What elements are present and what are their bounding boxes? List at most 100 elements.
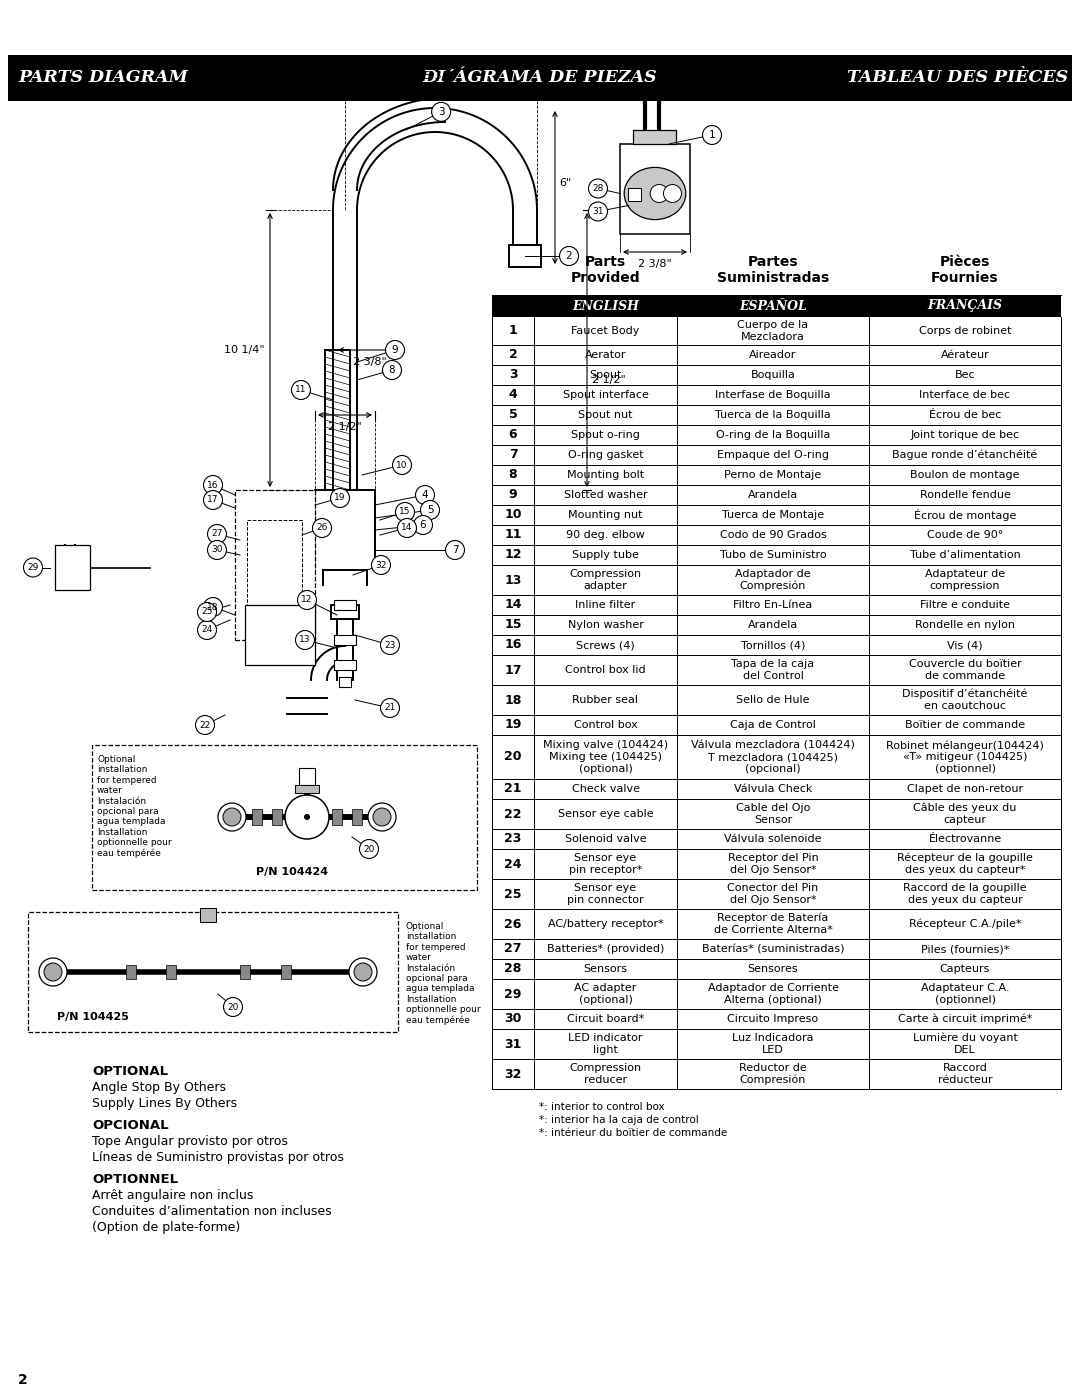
Circle shape <box>559 246 579 265</box>
Circle shape <box>349 958 377 986</box>
Bar <box>492 715 1061 735</box>
Text: TABLEAU DES PIÈCES: TABLEAU DES PIÈCES <box>847 70 1068 87</box>
Text: 9: 9 <box>392 345 399 355</box>
Bar <box>492 849 1061 879</box>
Text: 27: 27 <box>212 529 222 538</box>
Text: Récepteur de la goupille
des yeux du capteur*: Récepteur de la goupille des yeux du cap… <box>897 854 1032 875</box>
Text: H: H <box>295 812 303 821</box>
Circle shape <box>296 630 314 650</box>
Circle shape <box>650 184 669 203</box>
Text: Tuerca de Montaje: Tuerca de Montaje <box>721 510 824 520</box>
Text: 2: 2 <box>566 251 572 261</box>
Text: 6": 6" <box>559 177 571 187</box>
Text: Capteurs: Capteurs <box>940 964 990 974</box>
Circle shape <box>432 102 450 122</box>
Text: 10 1/4": 10 1/4" <box>225 345 265 355</box>
Circle shape <box>414 515 432 535</box>
Text: Conduites d’alimentation non incluses: Conduites d’alimentation non incluses <box>92 1206 332 1218</box>
Text: 24: 24 <box>504 858 522 870</box>
Text: Piles (fournies)*: Piles (fournies)* <box>921 944 1009 954</box>
Bar <box>492 958 1061 979</box>
Text: 2 3/8": 2 3/8" <box>353 358 387 367</box>
Text: 14: 14 <box>504 598 522 612</box>
Text: 6: 6 <box>420 520 427 529</box>
Text: Cuerpo de la
Mezcladora: Cuerpo de la Mezcladora <box>738 320 809 342</box>
Text: P/N 104425: P/N 104425 <box>57 1011 129 1023</box>
Text: 12: 12 <box>301 595 313 605</box>
Text: Tornillos (4): Tornillos (4) <box>741 640 806 650</box>
Text: 25: 25 <box>504 887 522 901</box>
Bar <box>492 504 1061 525</box>
Text: Tubo de Suministro: Tubo de Suministro <box>719 550 826 560</box>
Text: Tapa de la caja
del Control: Tapa de la caja del Control <box>731 659 814 680</box>
Bar <box>492 979 1061 1009</box>
Text: Spout: Spout <box>590 370 622 380</box>
Text: Sello de Hule: Sello de Hule <box>737 694 810 705</box>
Bar <box>247 520 302 624</box>
Text: 32: 32 <box>504 1067 522 1080</box>
Text: 13: 13 <box>299 636 311 644</box>
Text: 18: 18 <box>207 602 219 612</box>
Text: Solenoid valve: Solenoid valve <box>565 834 646 844</box>
Text: 9: 9 <box>509 489 517 502</box>
Text: Receptor del Pin
del Ojo Sensor*: Receptor del Pin del Ojo Sensor* <box>728 854 819 875</box>
Ellipse shape <box>624 168 686 219</box>
Circle shape <box>368 803 396 831</box>
Text: Conector del Pin
del Ojo Sensor*: Conector del Pin del Ojo Sensor* <box>727 883 819 905</box>
Text: *: interior to control box: *: interior to control box <box>539 1102 664 1112</box>
Circle shape <box>285 795 329 840</box>
Text: 10: 10 <box>504 509 522 521</box>
Text: 2: 2 <box>18 1373 28 1387</box>
Text: Arandela: Arandela <box>747 490 798 500</box>
Circle shape <box>380 698 400 718</box>
Text: Angle Stop By Others: Angle Stop By Others <box>92 1081 226 1094</box>
Text: Boïtier de commande: Boïtier de commande <box>905 719 1025 731</box>
Text: 26: 26 <box>316 524 327 532</box>
Circle shape <box>446 541 464 560</box>
Bar <box>334 659 356 671</box>
Bar <box>272 809 282 826</box>
Text: Compression
adapter: Compression adapter <box>569 569 642 591</box>
Text: Sensors: Sensors <box>583 964 627 974</box>
Text: Arrêt angulaire non inclus: Arrêt angulaire non inclus <box>92 1189 254 1201</box>
Circle shape <box>207 524 227 543</box>
Text: 18: 18 <box>504 693 522 707</box>
Text: FRANÇAIS: FRANÇAIS <box>928 299 1002 313</box>
Text: 31: 31 <box>592 207 604 217</box>
Text: 90 deg. elbow: 90 deg. elbow <box>566 529 645 541</box>
Text: Sensor eye
pin connector: Sensor eye pin connector <box>567 883 644 905</box>
Bar <box>492 345 1061 365</box>
Text: 21: 21 <box>504 782 522 795</box>
Bar <box>92 745 477 890</box>
Text: Couvercle du boïtier
de commande: Couvercle du boïtier de commande <box>908 659 1022 680</box>
Text: Spout nut: Spout nut <box>578 409 633 420</box>
Circle shape <box>395 503 415 521</box>
Circle shape <box>420 500 440 520</box>
Text: Bec: Bec <box>955 370 975 380</box>
Bar <box>492 1009 1061 1030</box>
Text: Spout interface: Spout interface <box>563 390 648 400</box>
Text: 23: 23 <box>384 640 395 650</box>
Text: Adaptador de
Compresión: Adaptador de Compresión <box>735 569 811 591</box>
Bar <box>492 485 1061 504</box>
Text: 28: 28 <box>592 184 604 193</box>
Circle shape <box>198 620 216 640</box>
Text: Filtro En-Línea: Filtro En-Línea <box>733 599 812 610</box>
Text: (Option de plate-forme): (Option de plate-forme) <box>92 1221 240 1234</box>
Text: Boulon de montage: Boulon de montage <box>910 469 1020 481</box>
Text: LED indicator
light: LED indicator light <box>568 1034 643 1055</box>
Bar <box>325 351 350 490</box>
Text: Câble des yeux du
capteur: Câble des yeux du capteur <box>914 803 1016 826</box>
Bar <box>492 1030 1061 1059</box>
Circle shape <box>589 179 607 198</box>
Text: Empaque del O-ring: Empaque del O-ring <box>717 450 829 460</box>
Text: Válvula Check: Válvula Check <box>733 784 812 793</box>
Text: O-ring gasket: O-ring gasket <box>568 450 644 460</box>
Text: Parts
Provided: Parts Provided <box>570 254 640 285</box>
Text: 4: 4 <box>509 388 517 401</box>
Text: PARTS DIAGRAM: PARTS DIAGRAM <box>18 70 188 87</box>
Circle shape <box>203 598 222 616</box>
Bar <box>492 525 1061 545</box>
Text: 19: 19 <box>334 493 346 503</box>
Text: Batteries* (provided): Batteries* (provided) <box>546 944 664 954</box>
